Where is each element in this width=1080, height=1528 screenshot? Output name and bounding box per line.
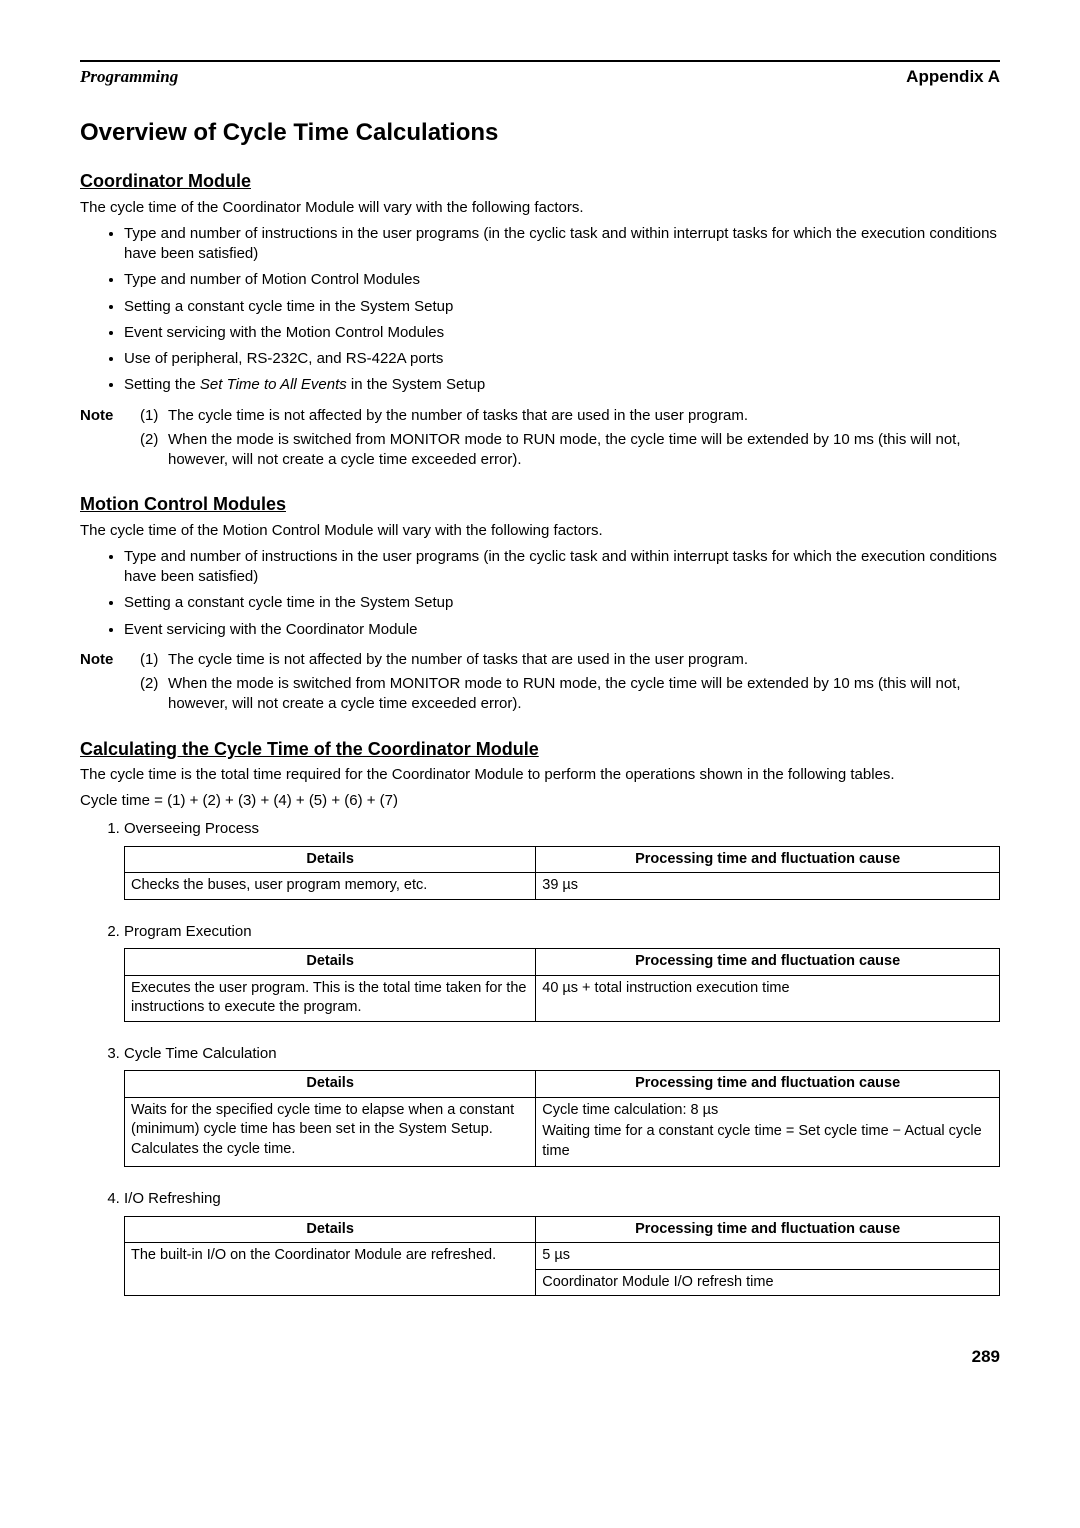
col-proc: Processing time and fluctuation cause (536, 1071, 1000, 1098)
step-table: Details Processing time and fluctuation … (124, 1216, 1000, 1297)
note-num: (2) (140, 674, 168, 715)
cell-details: Waits for the specified cycle time to el… (125, 1097, 536, 1167)
cell-proc: 39 µs (536, 873, 1000, 900)
step-io-refreshing: I/O Refreshing Details Processing time a… (124, 1189, 1000, 1296)
list-item: Setting a constant cycle time in the Sys… (124, 297, 1000, 317)
motion-note: Note (1) The cycle time is not affected … (80, 650, 1000, 719)
note-items: (1) The cycle time is not affected by th… (140, 650, 1000, 719)
header-rule (80, 60, 1000, 62)
col-details: Details (125, 1071, 536, 1098)
calc-steps: Overseeing Process Details Processing ti… (80, 819, 1000, 1296)
calc-formula: Cycle time = (1) + (2) + (3) + (4) + (5)… (80, 791, 1000, 811)
cell-details: Checks the buses, user program memory, e… (125, 873, 536, 900)
cell-proc: 5 µs (536, 1243, 1000, 1270)
motion-heading: Motion Control Modules (80, 492, 1000, 516)
step-title: Cycle Time Calculation (124, 1044, 1000, 1064)
note-item: (1) The cycle time is not affected by th… (140, 650, 1000, 670)
note-label: Note (80, 650, 140, 719)
step-title: Program Execution (124, 922, 1000, 942)
col-details: Details (125, 846, 536, 873)
calc-heading: Calculating the Cycle Time of the Coordi… (80, 737, 1000, 761)
col-proc: Processing time and fluctuation cause (536, 1216, 1000, 1243)
note-text: When the mode is switched from MONITOR m… (168, 674, 1000, 715)
bullet-italic: Set Time to All Events (200, 376, 347, 393)
header-section: Programming (80, 66, 178, 89)
cell-proc: Cycle time calculation: 8 µs Waiting tim… (536, 1097, 1000, 1167)
list-item: Type and number of Motion Control Module… (124, 270, 1000, 290)
list-item: Type and number of instructions in the u… (124, 547, 1000, 588)
coordinator-note: Note (1) The cycle time is not affected … (80, 406, 1000, 475)
note-num: (2) (140, 430, 168, 471)
proc-line: Cycle time calculation: 8 µs (542, 1101, 993, 1121)
col-details: Details (125, 1216, 536, 1243)
note-text: The cycle time is not affected by the nu… (168, 650, 748, 670)
note-text: The cycle time is not affected by the nu… (168, 406, 748, 426)
page-title: Overview of Cycle Time Calculations (80, 117, 1000, 149)
cell-proc: Coordinator Module I/O refresh time (536, 1269, 1000, 1296)
col-details: Details (125, 949, 536, 976)
note-item: (2) When the mode is switched from MONIT… (140, 674, 1000, 715)
col-proc: Processing time and fluctuation cause (536, 949, 1000, 976)
cell-details: Executes the user program. This is the t… (125, 975, 536, 1021)
coordinator-heading: Coordinator Module (80, 169, 1000, 193)
note-num: (1) (140, 406, 168, 426)
step-program-execution: Program Execution Details Processing tim… (124, 922, 1000, 1022)
list-item: Setting the Set Time to All Events in th… (124, 375, 1000, 395)
step-overseeing: Overseeing Process Details Processing ti… (124, 819, 1000, 899)
bullet-prefix: Setting the (124, 376, 200, 393)
page-number: 289 (80, 1346, 1000, 1369)
list-item: Use of peripheral, RS-232C, and RS-422A … (124, 349, 1000, 369)
header-appendix: Appendix A (906, 66, 1000, 89)
list-item: Setting a constant cycle time in the Sys… (124, 593, 1000, 613)
list-item: Event servicing with the Motion Control … (124, 323, 1000, 343)
coordinator-intro: The cycle time of the Coordinator Module… (80, 198, 1000, 218)
page-header: Programming Appendix A (80, 66, 1000, 89)
step-title: Overseeing Process (124, 819, 1000, 839)
motion-intro: The cycle time of the Motion Control Mod… (80, 521, 1000, 541)
note-item: (1) The cycle time is not affected by th… (140, 406, 1000, 426)
cell-proc: 40 µs + total instruction execution time (536, 975, 1000, 1021)
list-item: Event servicing with the Coordinator Mod… (124, 620, 1000, 640)
motion-bullets: Type and number of instructions in the u… (80, 547, 1000, 640)
note-label: Note (80, 406, 140, 475)
step-table: Details Processing time and fluctuation … (124, 846, 1000, 900)
bullet-suffix: in the System Setup (347, 376, 485, 393)
list-item: Type and number of instructions in the u… (124, 224, 1000, 265)
note-item: (2) When the mode is switched from MONIT… (140, 430, 1000, 471)
step-cycle-time-calc: Cycle Time Calculation Details Processin… (124, 1044, 1000, 1168)
coordinator-bullets: Type and number of instructions in the u… (80, 224, 1000, 396)
cell-details: The built-in I/O on the Coordinator Modu… (125, 1243, 536, 1296)
step-title: I/O Refreshing (124, 1189, 1000, 1209)
note-items: (1) The cycle time is not affected by th… (140, 406, 1000, 475)
step-table: Details Processing time and fluctuation … (124, 948, 1000, 1022)
col-proc: Processing time and fluctuation cause (536, 846, 1000, 873)
step-table: Details Processing time and fluctuation … (124, 1070, 1000, 1167)
proc-line: Waiting time for a constant cycle time =… (542, 1122, 993, 1161)
calc-intro: The cycle time is the total time require… (80, 765, 1000, 785)
note-num: (1) (140, 650, 168, 670)
note-text: When the mode is switched from MONITOR m… (168, 430, 1000, 471)
